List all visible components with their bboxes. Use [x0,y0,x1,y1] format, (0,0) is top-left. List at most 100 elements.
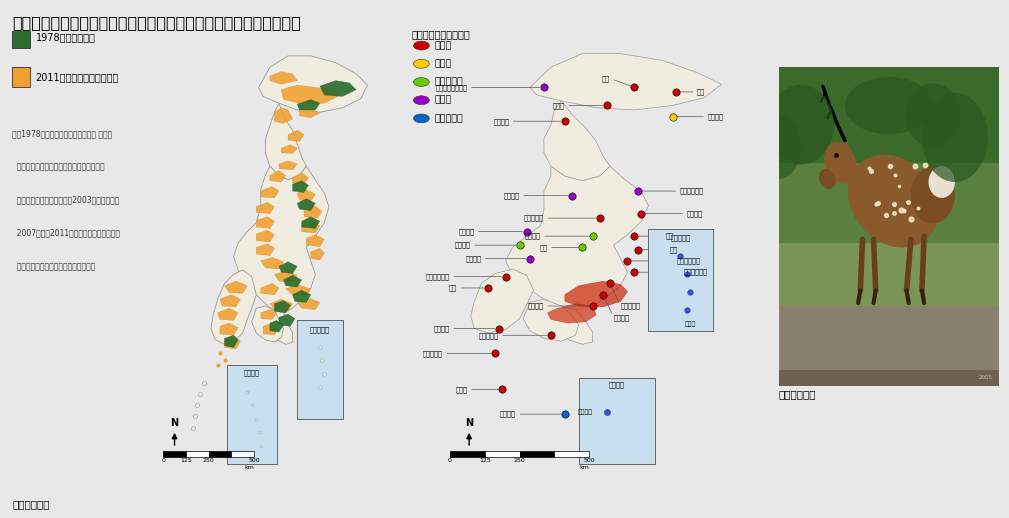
Point [630,187,646,195]
Polygon shape [302,217,320,228]
Text: 125: 125 [479,458,490,463]
Text: 0: 0 [448,458,452,463]
Ellipse shape [905,83,961,147]
Polygon shape [224,335,238,348]
Polygon shape [506,166,649,310]
Text: 吉野熊野: 吉野熊野 [528,303,544,309]
Polygon shape [260,257,284,269]
Text: 陸中海岸: 陸中海岸 [687,210,702,217]
Polygon shape [298,298,320,310]
Circle shape [414,96,430,105]
Text: 白山: 白山 [540,244,548,251]
Text: 上信越高原: 上信越高原 [524,215,544,221]
Point [494,385,511,394]
Text: km: km [579,465,589,470]
Polygon shape [548,304,596,323]
Polygon shape [307,235,325,247]
Text: 250: 250 [203,458,215,463]
Text: 未確認: 未確認 [435,96,452,105]
Polygon shape [220,295,240,307]
Circle shape [414,41,430,50]
Polygon shape [263,323,278,335]
Polygon shape [220,323,238,335]
Ellipse shape [848,155,938,248]
Point [487,349,503,357]
Point [598,408,614,416]
Text: 雲仙天草: 雲仙天草 [434,325,450,332]
Polygon shape [258,56,367,112]
Polygon shape [298,99,320,110]
Text: 写真：環境省: 写真：環境省 [779,390,816,399]
Text: 足摺宇和海: 足摺宇和海 [478,332,498,339]
Point [595,291,611,299]
Bar [227,365,276,464]
Bar [779,242,999,306]
Text: 2007年から2011年にかけて報告のあった: 2007年から2011年にかけて報告のあった [12,229,120,238]
Ellipse shape [757,115,801,179]
Ellipse shape [922,93,988,182]
Text: N: N [171,418,179,428]
Polygon shape [224,337,240,349]
Text: 南アルプス: 南アルプス [621,303,641,309]
Text: 小笠原: 小笠原 [684,322,696,327]
Text: 日光: 日光 [669,247,677,253]
Text: 南西諸島: 南西諸島 [244,369,259,376]
Text: 西表石垣: 西表石垣 [578,409,592,415]
Polygon shape [274,310,293,344]
Text: 秋父多摩甲斐: 秋父多摩甲斐 [676,257,700,264]
Polygon shape [282,145,298,154]
Polygon shape [293,290,311,303]
Text: 2011年までの分布拡大地域: 2011年までの分布拡大地域 [35,72,119,82]
Ellipse shape [911,166,955,223]
Polygon shape [311,248,325,260]
Point [630,246,646,254]
Polygon shape [286,284,311,296]
Polygon shape [544,101,610,181]
Text: 利尻礼文サロベツ: 利尻礼文サロベツ [435,84,467,91]
Polygon shape [278,161,298,170]
Text: 釧路湿原: 釧路湿原 [707,113,723,120]
Point [519,227,535,236]
Text: よる生息分布メッシュに、2003年の同調査と: よる生息分布メッシュに、2003年の同調査と [12,196,119,205]
Polygon shape [270,71,298,84]
Polygon shape [256,217,274,228]
Text: 中程度: 中程度 [435,59,452,68]
Polygon shape [256,231,274,242]
Text: 阿寒: 阿寒 [602,75,610,82]
Text: 伊勢志摩: 伊勢志摩 [613,314,630,321]
Polygon shape [298,199,315,210]
Bar [12,66,30,87]
Text: 資料：環境省: 資料：環境省 [12,499,49,509]
Point [522,254,538,263]
Polygon shape [840,137,858,189]
Polygon shape [284,276,302,287]
Point [536,83,552,92]
Point [497,272,514,281]
Text: 南西諸島: 南西諸島 [609,382,625,388]
Ellipse shape [928,166,955,198]
Polygon shape [265,103,307,180]
Bar [12,27,30,48]
Polygon shape [218,308,238,321]
Polygon shape [300,109,320,118]
Text: シカの分布拡大状況（左）と国立公園における被害発生状況（右）: シカの分布拡大状況（左）と国立公園における被害発生状況（右） [12,16,301,31]
Text: 磐梯朝日: 磐梯朝日 [503,192,520,199]
Text: 瀬戸内海: 瀬戸内海 [465,255,481,262]
Text: 中部山岳: 中部山岳 [525,233,541,239]
Text: 0: 0 [161,458,165,463]
Polygon shape [270,321,284,332]
Bar [779,67,999,163]
Text: 西表石垣: 西表石垣 [500,411,516,418]
Polygon shape [565,281,628,307]
Polygon shape [260,310,276,320]
Text: 125: 125 [180,458,192,463]
Text: 大雪山: 大雪山 [553,102,565,109]
Text: 山陰海岸: 山陰海岸 [458,228,474,235]
Text: 西海: 西海 [449,285,457,291]
Point [627,232,643,240]
Polygon shape [256,203,274,213]
Point [564,192,580,200]
Circle shape [414,60,430,68]
Text: 250: 250 [514,458,526,463]
Polygon shape [530,54,721,110]
